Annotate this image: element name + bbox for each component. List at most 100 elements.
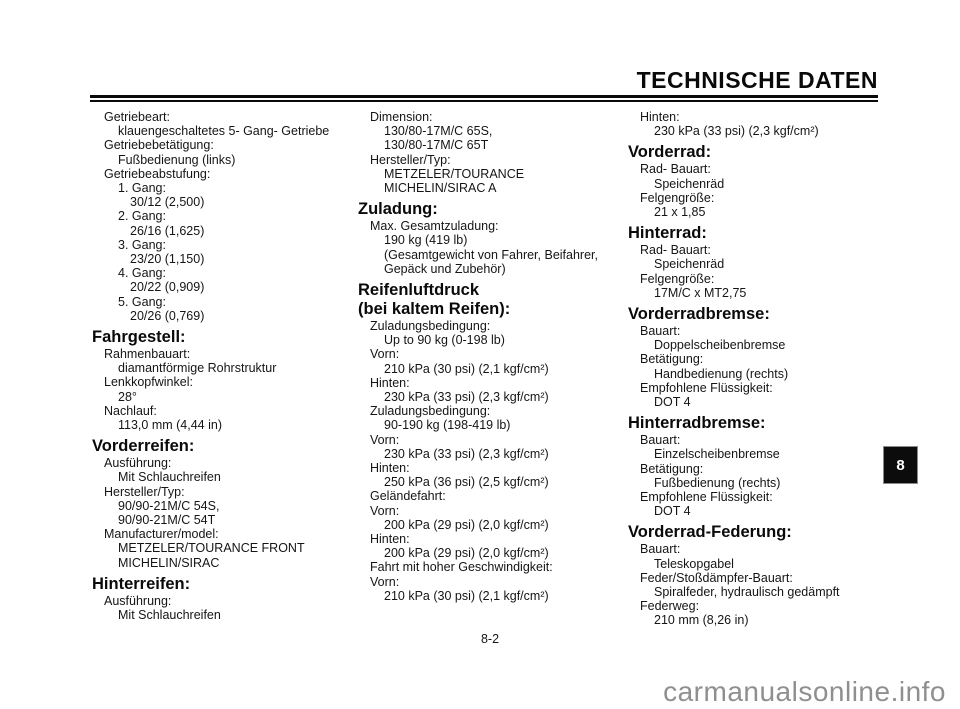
watermark-text: carmanualsonline.info <box>663 676 946 707</box>
spec-column-2: Dimension: 130/80-17M/C 65S, 130/80-17M/C … <box>358 110 628 628</box>
spec-line: Einzelscheibenbremse <box>654 447 780 462</box>
spec-line: 2. Gang: <box>118 209 166 224</box>
spec-line: Bauart: <box>640 542 681 557</box>
spec-line: MICHELIN/SIRAC A <box>384 181 497 196</box>
spec-line: Rahmenbauart: <box>104 347 191 362</box>
spec-line: Lenkkopfwinkel: <box>104 375 193 390</box>
spec-line: 113,0 mm (4,44 in) <box>118 418 222 433</box>
spec-line: Empfohlene Flüssigkeit: <box>640 380 773 395</box>
spec-line: Hinten: <box>370 532 410 547</box>
spec-line: Handbedienung (rechts) <box>654 366 789 381</box>
section-heading: Vorderrad: <box>628 143 712 162</box>
spec-line: Up to 90 kg (0-198 lb) <box>384 333 505 348</box>
spec-line: Ausführung: <box>104 456 172 471</box>
spec-line: Hersteller/Typ: <box>370 152 451 167</box>
spec-line: Getriebebetätigung: <box>104 138 214 153</box>
spec-line: Hinten: <box>640 110 680 124</box>
section-heading: Hinterradbremse: <box>628 414 766 433</box>
spec-line: 90/90-21M/C 54T <box>118 513 216 528</box>
spec-line: 90/90-21M/C 54S, <box>118 498 220 513</box>
spec-line: Hinten: <box>370 461 410 476</box>
spec-line: Felgengröße: <box>640 190 715 205</box>
spec-line: Bauart: <box>640 433 681 448</box>
spec-column-1: Getriebeart: klauengeschaltetes 5- Gang- … <box>92 110 358 628</box>
spec-line: Doppelscheibenbremse <box>654 338 786 353</box>
spec-line: 200 kPa (29 psi) (2,0 kgf/cm²) <box>384 546 549 561</box>
spec-line: klauengeschaltetes 5- Gang- Getriebe <box>118 124 330 139</box>
spec-line: 230 kPa (33 psi) (2,3 kgf/cm²) <box>384 390 549 405</box>
spec-line: (Gesamtgewicht von Fahrer, Beifahrer, <box>384 247 598 262</box>
spec-line: Vorn: <box>370 503 400 518</box>
spec-line: 130/80-17M/C 65S, <box>384 124 493 139</box>
spec-line: Speichenräd <box>654 257 725 272</box>
page-number: 8-2 <box>480 632 500 646</box>
spec-line: Bauart: <box>640 324 681 339</box>
spec-line: Max. Gesamtzuladung: <box>370 219 499 234</box>
section-heading: Vorderrad-Federung: <box>628 523 792 542</box>
spec-line: 28° <box>118 389 137 404</box>
spec-line: 23/20 (1,150) <box>130 252 205 267</box>
chapter-tab: 8 <box>883 446 918 484</box>
spec-line: Empfohlene Flüssigkeit: <box>640 490 773 505</box>
section-heading: Vorderradbremse: <box>628 305 770 324</box>
spec-line: METZELER/TOURANCE FRONT <box>118 541 305 556</box>
divider-gap <box>90 98 878 100</box>
spec-line: 17M/C x MT2,75 <box>654 285 747 300</box>
spec-line: Speichenräd <box>654 176 725 191</box>
spec-line: Ausführung: <box>104 593 172 608</box>
section-heading: Hinterrad: <box>628 224 707 243</box>
spec-line: 210 kPa (30 psi) (2,1 kgf/cm²) <box>384 588 549 603</box>
section-heading: (bei kaltem Reifen): <box>358 300 511 319</box>
spec-line: 1. Gang: <box>118 181 166 196</box>
spec-line: Gepäck und Zubehör) <box>384 261 506 276</box>
spec-line: 250 kPa (36 psi) (2,5 kgf/cm²) <box>384 475 549 490</box>
spec-line: 4. Gang: <box>118 266 166 281</box>
spec-line: Teleskopgabel <box>654 556 734 571</box>
spec-line: 210 mm (8,26 in) <box>654 613 749 628</box>
section-heading: Vorderreifen: <box>92 437 195 456</box>
spec-line: Mit Schlauchreifen <box>118 608 221 623</box>
spec-line: Fußbedienung (rechts) <box>654 475 781 490</box>
spec-line: 26/16 (1,625) <box>130 223 205 238</box>
spec-line: Fahrt mit hoher Geschwindigkeit: <box>370 560 553 575</box>
divider-line-top <box>90 95 878 98</box>
spec-line: 30/12 (2,500) <box>130 195 205 210</box>
spec-line: Rad- Bauart: <box>640 243 711 258</box>
spec-line: DOT 4 <box>654 504 691 519</box>
spec-line: Zuladungsbedingung: <box>370 404 491 419</box>
spec-line: Rad- Bauart: <box>640 162 711 177</box>
spec-line: Geländefahrt: <box>370 489 446 504</box>
spec-line: 21 x 1,85 <box>654 205 706 220</box>
spec-line: Hersteller/Typ: <box>104 484 185 499</box>
spec-line: 230 kPa (33 psi) (2,3 kgf/cm²) <box>654 124 819 139</box>
spec-line: Felgengröße: <box>640 271 715 286</box>
section-heading: Hinterreifen: <box>92 574 191 593</box>
spec-line: Vorn: <box>370 432 400 447</box>
divider-line-bottom <box>90 100 878 102</box>
spec-line: 20/26 (0,769) <box>130 308 205 323</box>
section-heading: Fahrgestell: <box>92 328 186 347</box>
spec-line: Betätigung: <box>640 352 704 367</box>
spec-line: 3. Gang: <box>118 237 166 252</box>
spec-line: 90-190 kg (198-419 lb) <box>384 418 511 433</box>
spec-line: Fußbedienung (links) <box>118 152 236 167</box>
section-heading: Zuladung: <box>358 200 438 219</box>
spec-line: DOT 4 <box>654 395 691 410</box>
spec-line: Manufacturer/model: <box>104 527 219 542</box>
spec-line: Getriebeart: <box>104 110 171 124</box>
spec-line: 5. Gang: <box>118 294 166 309</box>
spec-line: Spiralfeder, hydraulisch gedämpft <box>654 585 840 600</box>
spec-line: Federweg: <box>640 599 700 614</box>
spec-line: 210 kPa (30 psi) (2,1 kgf/cm²) <box>384 361 549 376</box>
spec-line: diamantförmige Rohrstruktur <box>118 361 277 376</box>
page-title: TECHNISCHE DATEN <box>636 67 878 93</box>
spec-line: Zuladungsbedingung: <box>370 319 491 334</box>
spec-line: Feder/Stoßdämpfer-Bauart: <box>640 570 793 585</box>
spec-column-3: Hinten: 230 kPa (33 psi) (2,3 kgf/cm²) Vor… <box>628 110 894 628</box>
spec-line: METZELER/TOURANCE <box>384 166 525 181</box>
spec-line: Vorn: <box>370 574 400 589</box>
header-divider <box>90 95 878 102</box>
spec-line: 190 kg (419 lb) <box>384 233 468 248</box>
spec-line: 200 kPa (29 psi) (2,0 kgf/cm²) <box>384 517 549 532</box>
